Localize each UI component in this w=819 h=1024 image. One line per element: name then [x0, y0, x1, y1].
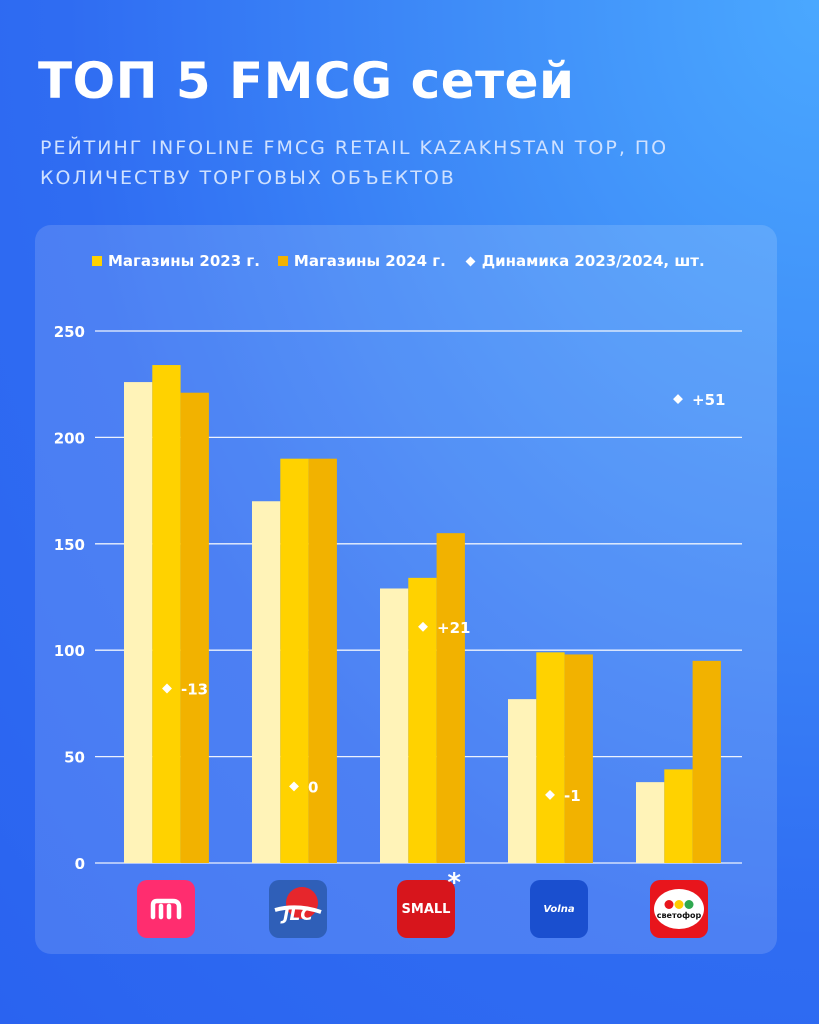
magnum-logo-icon [150, 898, 182, 920]
bar-светофор-2 [664, 769, 693, 863]
logo-small: SMALL * [397, 868, 461, 938]
jlc-logo-icon: JLC [274, 887, 322, 925]
y-tick-label: 100 [54, 642, 85, 660]
bar-светофор-3 [692, 660, 721, 863]
y-tick-label: 250 [54, 323, 85, 341]
y-tick-label: 50 [64, 749, 85, 767]
bar-JLC-2 [280, 458, 309, 863]
svg-text:JLC: JLC [280, 905, 313, 925]
chart-legend: Магазины 2023 г. Магазины 2024 г. Динами… [92, 252, 705, 270]
dynamics-label: -13 [181, 681, 208, 699]
bar-SMALL-2 [408, 577, 437, 863]
legend-label-dynamics: Динамика 2023/2024, шт. [481, 252, 705, 270]
bar-Volna-2 [536, 652, 565, 863]
asterisk-mark: * [447, 868, 461, 898]
legend-label-2023: Магазины 2023 г. [108, 252, 260, 270]
legend-item-2024: Магазины 2024 г. [277, 252, 446, 270]
logo-magnum [137, 880, 195, 938]
bar-SMALL-1 [380, 588, 409, 863]
dynamics-label: 0 [308, 778, 318, 796]
dynamics-marker [673, 394, 683, 405]
dynamics-marker [289, 781, 299, 792]
bar-Volna-1 [508, 699, 537, 863]
logo-jlc: JLC [269, 880, 327, 938]
y-tick-label: 0 [75, 855, 85, 873]
legend-swatch-2024 [277, 256, 288, 266]
logo-svetofor: светофор [650, 880, 708, 938]
bar-SMALL-3 [436, 533, 465, 863]
legend-label-2024: Магазины 2024 г. [293, 252, 446, 270]
bar-JLC-3 [308, 458, 337, 863]
page-title: ТОП 5 FMCG сетей [38, 52, 575, 110]
bar-светофор-1 [636, 782, 665, 863]
dynamics-label: +51 [692, 391, 725, 409]
svetofor-badge: светофор [654, 889, 704, 929]
dynamics-marker [545, 789, 555, 800]
legend-item-2023: Магазины 2023 г. [92, 252, 260, 270]
bar-Volna-3 [564, 654, 593, 863]
legend-item-dynamics: Динамика 2023/2024, шт. [464, 252, 705, 270]
svetofor-logo-text: светофор [656, 910, 702, 920]
dynamics-label: +21 [437, 619, 470, 637]
page-subtitle: РЕЙТИНГ INFOLINE FMCG RETAIL KAZAKHSTAN … [40, 137, 669, 189]
dynamics-marker [418, 621, 428, 632]
legend-swatch-2023 [92, 256, 102, 266]
traffic-light-icon [664, 899, 694, 909]
y-tick-label: 200 [54, 429, 85, 447]
bar-magnum-1 [124, 382, 153, 863]
small-logo-text: SMALL [401, 901, 451, 917]
bar-magnum-2 [152, 365, 181, 863]
dynamics-marker [162, 683, 172, 694]
bar-magnum-3 [180, 392, 209, 863]
bar-JLC-1 [252, 501, 281, 863]
volna-logo-text: Volna [543, 903, 575, 915]
y-tick-label: 150 [54, 536, 85, 554]
logo-volna: Volna [530, 880, 588, 938]
dynamics-label: -1 [564, 787, 581, 805]
